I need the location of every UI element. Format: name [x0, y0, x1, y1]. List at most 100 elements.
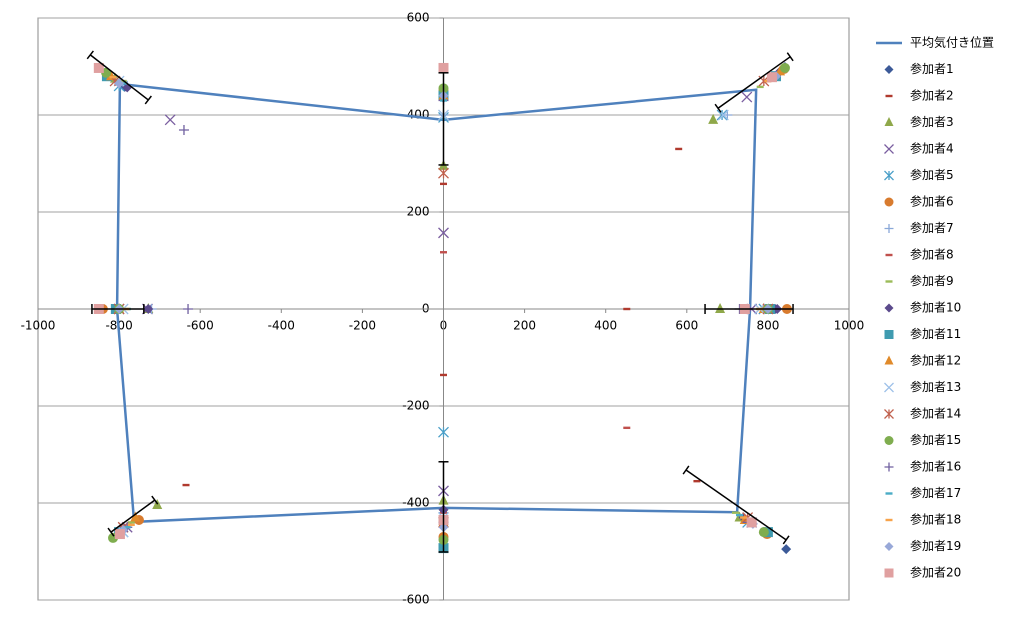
legend-label: 参加者19 — [910, 538, 961, 553]
average-line — [115, 82, 758, 524]
legend-marker — [884, 462, 894, 472]
x-tick-label: 800 — [756, 319, 779, 333]
y-tick-label: -400 — [402, 496, 429, 510]
error-cap — [151, 495, 159, 505]
legend-label: 参加者10 — [910, 300, 961, 315]
y-tick-label: 600 — [407, 11, 430, 25]
x-tick-label: 400 — [594, 319, 617, 333]
legend-marker — [884, 303, 894, 313]
error-cap — [144, 95, 152, 105]
marker — [438, 167, 449, 179]
legend-label: 参加者14 — [910, 406, 961, 421]
marker — [178, 125, 189, 136]
marker — [438, 227, 449, 239]
marker — [766, 72, 777, 83]
legend-label: 参加者6 — [910, 194, 954, 209]
marker — [623, 426, 631, 430]
legend-marker — [885, 253, 893, 257]
legend-marker — [884, 355, 894, 365]
marker — [715, 303, 726, 313]
marker — [127, 521, 135, 524]
marker — [693, 479, 701, 483]
y-tick-label: 400 — [407, 108, 430, 122]
legend-marker — [884, 144, 894, 154]
marker — [779, 62, 790, 73]
marker — [623, 307, 631, 311]
legend-marker — [884, 436, 894, 445]
legend-label: 参加者9 — [910, 273, 954, 288]
marker — [93, 62, 104, 73]
x-tick-label: -200 — [349, 319, 376, 333]
error-cap — [714, 103, 722, 113]
x-tick-label: 600 — [675, 319, 698, 333]
legend-label: 参加者20 — [910, 565, 961, 580]
marker — [114, 78, 125, 89]
error-cap — [782, 535, 790, 545]
legend-marker — [884, 542, 894, 551]
error-cap — [107, 527, 115, 537]
legend-label: 参加者18 — [910, 512, 961, 527]
x-tick-label: 1000 — [834, 319, 865, 333]
marker — [143, 304, 154, 314]
marker — [122, 82, 133, 93]
legend-marker — [884, 197, 894, 207]
marker — [708, 113, 719, 124]
marker — [741, 91, 753, 103]
error-bar — [685, 469, 787, 541]
marker — [114, 529, 125, 540]
marker — [731, 511, 739, 514]
legend-marker — [884, 409, 894, 419]
legend-label: 参加者11 — [910, 326, 961, 341]
legend-marker — [884, 65, 894, 74]
legend-label: 参加者17 — [910, 485, 961, 500]
error-bar — [89, 54, 149, 101]
legend-label: 参加者7 — [910, 220, 954, 235]
legend-marker — [884, 224, 894, 233]
x-tick-label: 200 — [513, 319, 536, 333]
y-tick-label: 200 — [407, 205, 430, 219]
marker — [781, 544, 792, 555]
legend-label: 参加者12 — [910, 353, 961, 368]
marker — [746, 517, 757, 528]
error-cap — [86, 50, 94, 60]
legend-marker — [884, 170, 894, 181]
legend-label: 参加者3 — [910, 114, 954, 129]
legend-label: 参加者16 — [910, 459, 961, 474]
legend-marker — [885, 280, 893, 283]
x-tick-label: -400 — [268, 319, 295, 333]
error-cap — [786, 52, 794, 62]
error-cap — [682, 465, 690, 475]
legend-marker — [885, 518, 893, 522]
legend-label: 参加者8 — [910, 247, 954, 262]
y-tick-label: -600 — [402, 593, 429, 607]
y-tick-label: -200 — [402, 399, 429, 413]
legend-marker — [884, 330, 894, 339]
marker — [109, 75, 117, 79]
marker — [756, 85, 764, 89]
marker — [130, 511, 141, 522]
marker — [182, 483, 190, 487]
legend-marker — [885, 94, 893, 98]
marker — [440, 251, 447, 254]
x-tick-label: -1000 — [21, 319, 56, 333]
marker — [740, 516, 748, 519]
legend-marker — [884, 568, 894, 578]
legend-label: 参加者13 — [910, 379, 961, 394]
legend-label: 平均気付き位置 — [910, 35, 994, 50]
legend-marker — [884, 117, 894, 126]
legend-marker — [884, 382, 894, 393]
legend-label: 参加者15 — [910, 432, 961, 447]
marker — [758, 527, 769, 538]
error-bar — [110, 499, 156, 533]
marker — [440, 373, 447, 377]
marker — [127, 523, 135, 527]
legend-label: 参加者4 — [910, 141, 954, 156]
marker — [438, 62, 449, 73]
marker — [675, 147, 683, 151]
marker — [736, 513, 744, 517]
legend-marker — [885, 492, 893, 495]
marker — [438, 426, 449, 438]
marker — [164, 114, 176, 126]
legend-label: 参加者1 — [910, 61, 954, 76]
